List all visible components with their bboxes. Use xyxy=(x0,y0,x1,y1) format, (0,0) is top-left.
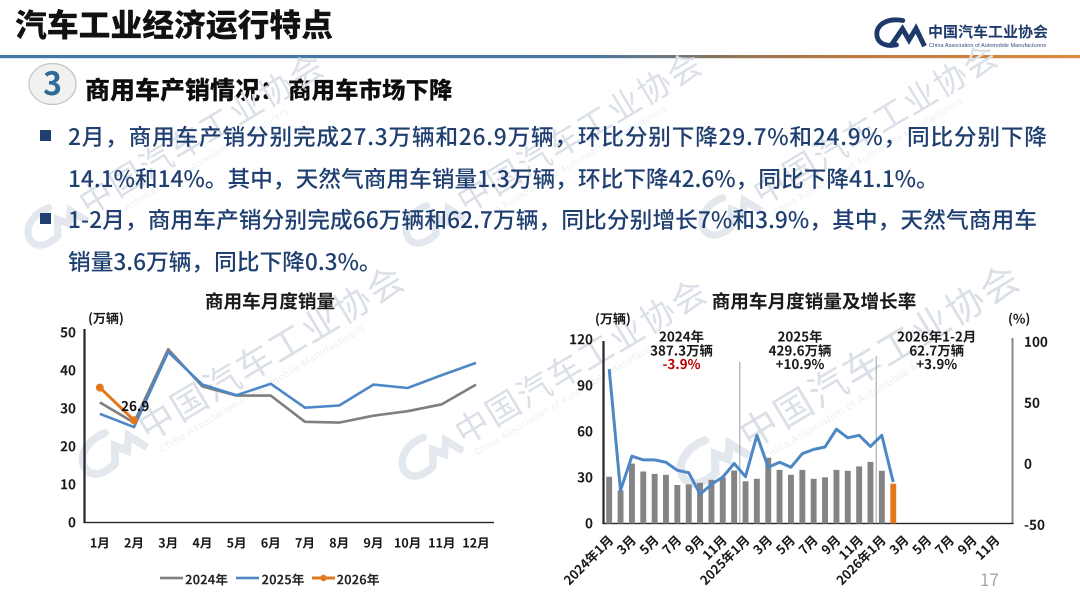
svg-text:China Association of Automobil: China Association of Automobile Manufact… xyxy=(929,43,1046,49)
